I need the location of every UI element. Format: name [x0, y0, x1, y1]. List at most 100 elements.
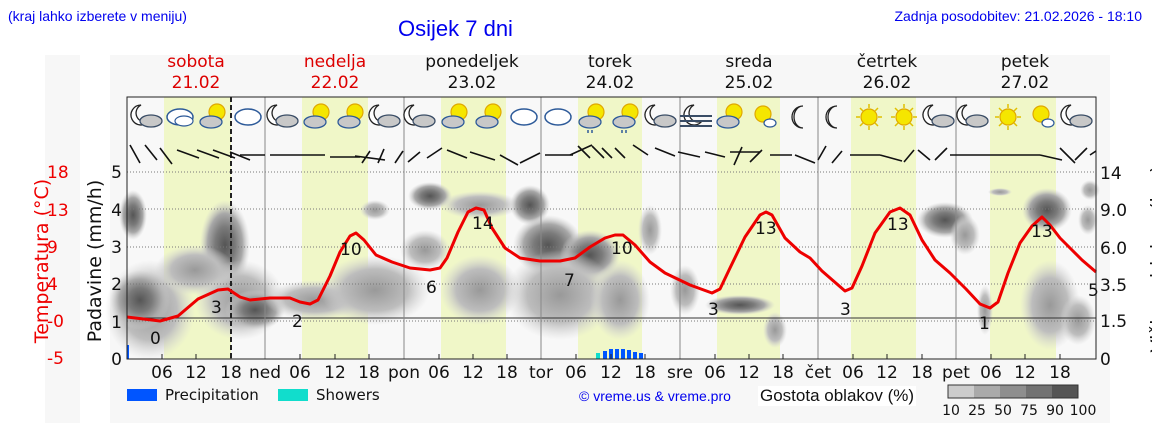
legend-showers-label: Showers — [316, 386, 380, 404]
temperature-tick: -5 — [47, 349, 64, 369]
day-heading: sreda 25.02 — [724, 52, 774, 93]
legend-showers: Showers — [278, 386, 380, 404]
precipitation-ticks: 0 1 2 3 4 5 — [111, 163, 122, 370]
temperature-tick: -0 — [47, 312, 64, 332]
temperature-tick: 9 — [47, 238, 58, 258]
svg-text:2: 2 — [111, 275, 122, 295]
sun-cloud-icon — [199, 103, 226, 129]
svg-text:7: 7 — [564, 271, 575, 291]
svg-text:tor: tor — [529, 363, 553, 383]
svg-text:06: 06 — [565, 363, 587, 383]
svg-text:10: 10 — [340, 240, 362, 260]
svg-text:18: 18 — [358, 363, 380, 383]
svg-text:18: 18 — [772, 363, 794, 383]
svg-text:18: 18 — [634, 363, 656, 383]
svg-text:13: 13 — [1031, 222, 1053, 242]
svg-text:18: 18 — [220, 363, 242, 383]
sun-cloud-icon — [475, 103, 502, 129]
cloud-icon — [234, 108, 262, 126]
temperature-axis-panel — [45, 55, 80, 423]
svg-text:10: 10 — [942, 403, 960, 419]
svg-text:10: 10 — [611, 239, 633, 259]
sun-icon — [856, 104, 882, 130]
svg-text:3: 3 — [211, 298, 222, 318]
day-heading: četrtek 26.02 — [856, 52, 918, 93]
wind-barbs — [129, 144, 1097, 166]
moon-fog-icon — [680, 104, 712, 127]
svg-text:14: 14 — [1100, 164, 1122, 184]
x-axis-labels: 06 12 18 ned 06 12 18 pon 06 12 18 tor 06 12 18 … — [151, 363, 1071, 383]
svg-text:6.0: 6.0 — [1100, 239, 1127, 259]
temperature-labels: 0 3 2 10 6 14 7 10 3 13 3 13 1 13 5 — [150, 214, 1099, 349]
weather-icons-row — [130, 103, 1093, 133]
svg-text:06: 06 — [980, 363, 1002, 383]
day-separators — [264, 97, 957, 359]
moon-cloud-icon — [130, 104, 163, 128]
showers-swatch — [278, 389, 308, 401]
svg-text:100: 100 — [1070, 403, 1097, 419]
svg-text:ned: ned — [249, 363, 281, 383]
density-ticks: 10 25 50 75 90 100 — [942, 403, 1096, 419]
moon-icon — [791, 105, 804, 129]
svg-text:13: 13 — [887, 215, 909, 235]
day-heading: petek 27.02 — [1000, 52, 1050, 93]
precipitation-swatch — [127, 389, 157, 401]
svg-text:6: 6 — [426, 278, 437, 298]
svg-text:06: 06 — [151, 363, 173, 383]
page-title: Osijek 7 dni — [398, 16, 513, 41]
sun-cloud-icon — [441, 103, 468, 129]
sun-icon — [891, 104, 917, 130]
svg-text:pet: pet — [942, 363, 970, 383]
moon-cloud-icon — [1060, 104, 1093, 128]
temperature-tick: 4 — [47, 275, 58, 295]
svg-text:5: 5 — [1088, 281, 1099, 301]
day-heading: nedelja 22.02 — [303, 52, 367, 93]
svg-text:06: 06 — [704, 363, 726, 383]
moon-cloud-icon — [956, 104, 989, 128]
legend-precipitation: Precipitation — [127, 386, 259, 404]
moon-cloud-icon — [644, 104, 677, 128]
sun-small-cloud-icon — [1032, 105, 1055, 128]
svg-text:18: 18 — [911, 363, 933, 383]
sun-cloud-icon — [303, 103, 330, 129]
svg-text:1: 1 — [979, 314, 990, 334]
svg-text:3.5: 3.5 — [1100, 276, 1127, 296]
svg-text:14: 14 — [472, 214, 494, 234]
svg-text:12: 12 — [738, 363, 760, 383]
sun-small-cloud-icon — [754, 105, 777, 128]
moon-cloud-icon — [922, 104, 955, 128]
svg-text:0: 0 — [150, 329, 161, 349]
moon-cloud-icon — [368, 104, 401, 128]
sun-icon — [995, 104, 1021, 130]
sun-cloud-icon — [337, 103, 364, 129]
svg-text:čet: čet — [805, 363, 832, 383]
svg-text:4: 4 — [111, 201, 122, 221]
moon-icon — [825, 105, 838, 129]
copyright-link[interactable]: © vreme.us & vreme.pro — [579, 388, 731, 404]
svg-text:12: 12 — [876, 363, 898, 383]
location-hint: (kraj lahko izberete v meniju) — [8, 8, 187, 24]
cloud-icon — [544, 108, 572, 126]
svg-text:2: 2 — [292, 312, 303, 332]
moon-cloud-icon — [266, 104, 299, 128]
svg-text:18: 18 — [496, 363, 518, 383]
svg-text:sre: sre — [667, 363, 693, 383]
svg-text:3: 3 — [111, 238, 122, 258]
sun-cloud-icon — [716, 103, 743, 129]
svg-text:06: 06 — [428, 363, 450, 383]
sun-rain-cloud-icon — [612, 103, 639, 133]
svg-text:50: 50 — [994, 403, 1012, 419]
day-heading: sobota 21.02 — [167, 52, 225, 93]
svg-text:12: 12 — [462, 363, 484, 383]
temperature-tick: 18 — [47, 163, 69, 183]
svg-text:12: 12 — [1014, 363, 1036, 383]
svg-text:25: 25 — [968, 403, 986, 419]
svg-text:5: 5 — [111, 163, 122, 183]
svg-text:0: 0 — [1100, 350, 1111, 370]
gridlines — [127, 171, 1096, 322]
day-heading: ponedeljek 23.02 — [425, 52, 519, 93]
last-updated: Zadnja posodobitev: 21.02.2026 - 18:10 — [894, 8, 1142, 24]
svg-text:06: 06 — [289, 363, 311, 383]
svg-text:3: 3 — [840, 300, 851, 320]
svg-text:06: 06 — [842, 363, 864, 383]
